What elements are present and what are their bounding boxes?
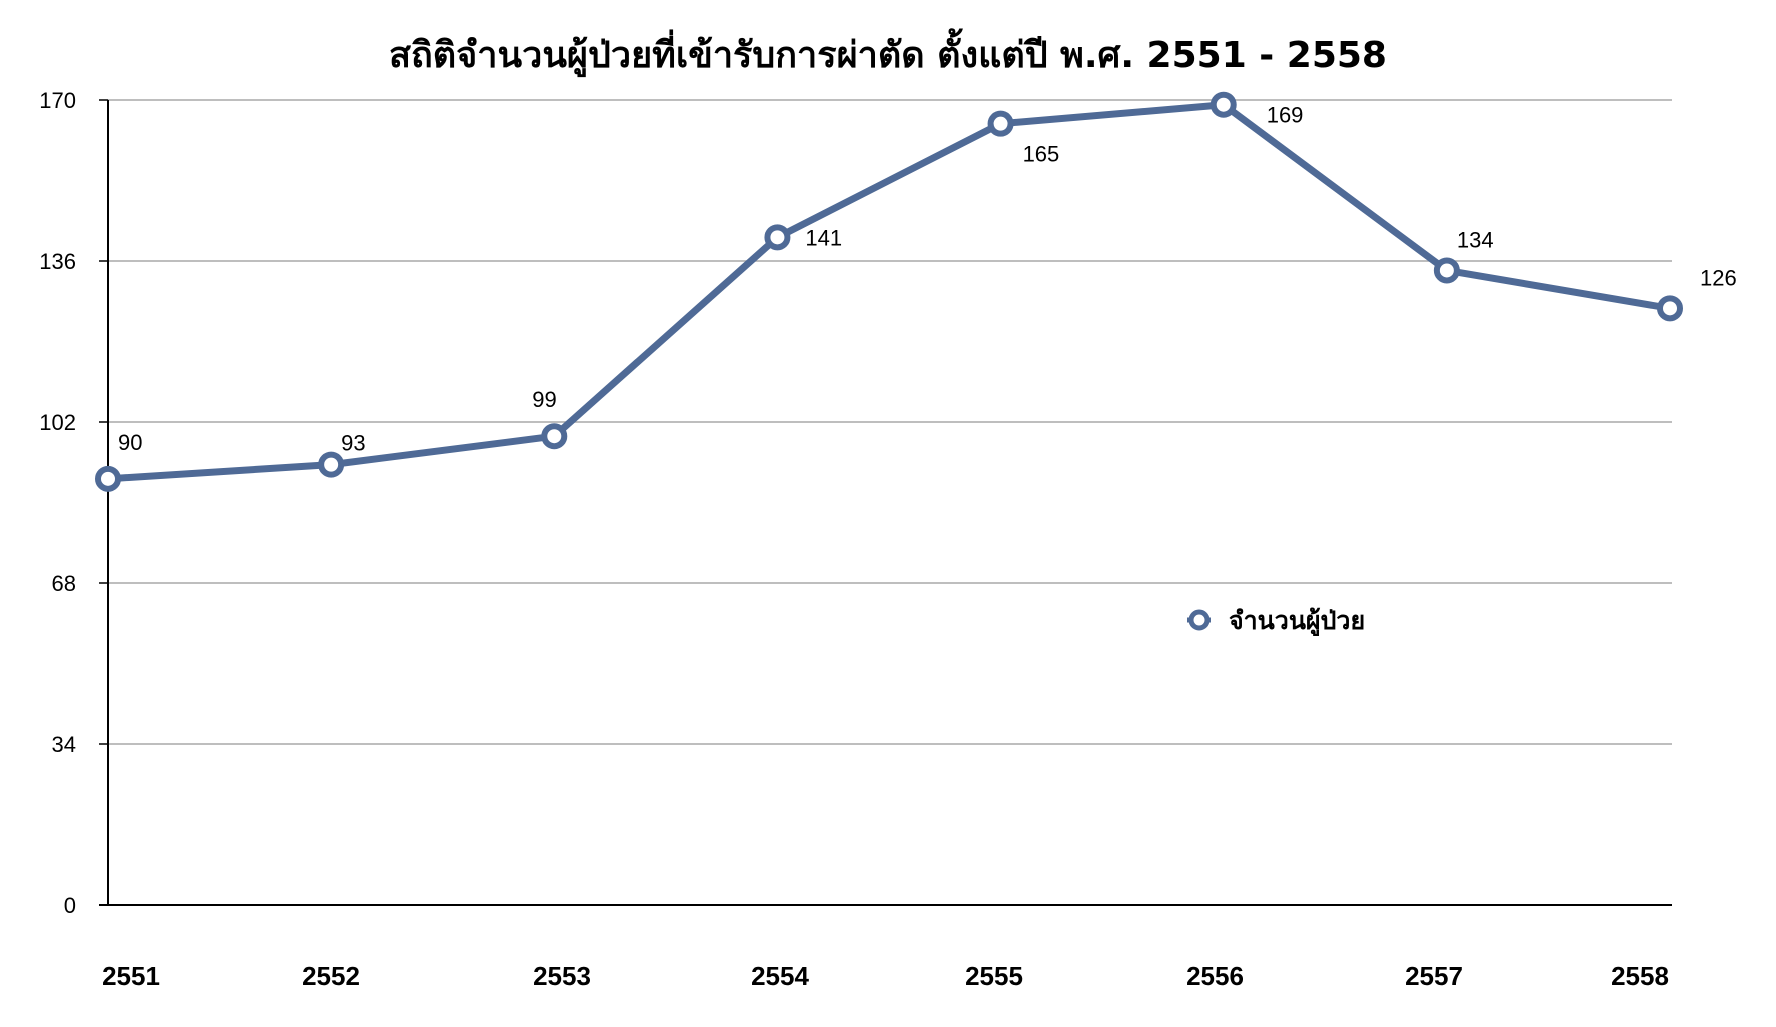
y-tick-label: 68 (52, 571, 76, 596)
legend-label: จำนวนผู้ป่วย (1229, 606, 1365, 637)
data-point (764, 224, 791, 251)
series-line (104, 101, 1674, 483)
data-label: 126 (1700, 265, 1737, 290)
axes: 0 34 68 102 136 170 2551 2552 2553 2554 2555 2556 25… (39, 88, 1672, 991)
x-tick-label: 2555 (965, 961, 1023, 991)
x-tick-label: 2552 (302, 961, 360, 991)
data-point (541, 423, 568, 450)
data-label: 93 (341, 431, 365, 456)
data-label: 90 (118, 430, 142, 455)
x-tick-label: 2551 (102, 961, 160, 991)
data-point (1210, 91, 1237, 118)
data-labels: 90 93 99 141 165 169 134 126 (118, 103, 1737, 456)
x-tick-label: 2554 (751, 961, 809, 991)
y-tick-label: 170 (39, 88, 76, 113)
y-tick-label: 34 (52, 732, 76, 757)
y-tick-label: 102 (39, 410, 76, 435)
data-point (95, 465, 121, 492)
legend: จำนวนผู้ป่วย (1187, 606, 1365, 637)
legend-marker (1188, 609, 1210, 631)
y-tick-label: 0 (64, 893, 76, 918)
data-point (1657, 295, 1683, 322)
x-tick-label: 2558 (1611, 961, 1669, 991)
grid-lines (108, 99, 1672, 745)
data-label: 165 (1023, 142, 1060, 167)
data-point (987, 110, 1014, 137)
data-point (1433, 257, 1460, 284)
data-label: 169 (1267, 103, 1304, 128)
series-layer (95, 91, 1683, 492)
y-tick-label: 136 (39, 249, 76, 274)
x-tick-label: 2553 (533, 961, 591, 991)
chart-title: สถิติจำนวนผู้ป่วยที่เข้ารับการผ่าตัด ตั้… (389, 35, 1387, 76)
x-tick-label: 2557 (1405, 961, 1463, 991)
data-label: 141 (805, 225, 842, 250)
data-label: 99 (532, 387, 556, 412)
data-point (318, 451, 345, 478)
x-tick-label: 2556 (1186, 961, 1244, 991)
data-label: 134 (1457, 227, 1494, 252)
